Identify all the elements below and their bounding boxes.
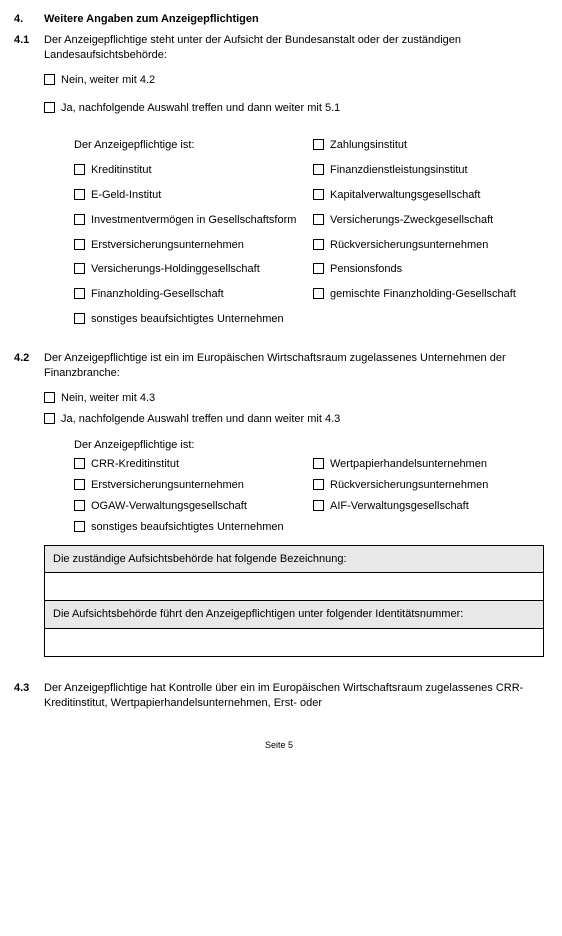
opt-41-g: Versicherungs-Zweckgesellschaft bbox=[313, 213, 544, 228]
checkbox-42-c[interactable] bbox=[74, 479, 85, 490]
opt-41-a: Zahlungsinstitut bbox=[313, 138, 544, 153]
opt-41-m: gemischte Finanzholding-Gesellschaft bbox=[313, 287, 544, 302]
authority-table: Die zuständige Aufsichtsbehörde hat folg… bbox=[44, 545, 544, 657]
opt-41-d: E-Geld-Institut bbox=[74, 188, 305, 203]
section-4-header: 4. Weitere Angaben zum Anzeigepflichtige… bbox=[14, 12, 544, 33]
checkbox-42-b[interactable] bbox=[313, 458, 324, 469]
label-42-c: Erstversicherungsunternehmen bbox=[91, 478, 244, 493]
label-42-no: Nein, weiter mit 4.3 bbox=[61, 391, 544, 406]
section-4-1: 4.1 Der Anzeigepflichtige steht unter de… bbox=[14, 33, 544, 327]
authority-name-input[interactable] bbox=[45, 573, 543, 601]
label-41-k: Pensionsfonds bbox=[330, 262, 402, 277]
section-4-2-text: Der Anzeigepflichtige ist ein im Europäi… bbox=[44, 351, 544, 381]
label-42-g: sonstiges beaufsichtigtes Unternehmen bbox=[91, 520, 284, 535]
section-4-2: 4.2 Der Anzeigepflichtige ist ein im Eur… bbox=[14, 351, 544, 657]
cb-41-yes: Ja, nachfolgende Auswahl treffen und dan… bbox=[44, 101, 544, 116]
checkbox-41-g[interactable] bbox=[313, 214, 324, 225]
checkbox-41-f[interactable] bbox=[74, 214, 85, 225]
opt-41-l: Finanzholding-Gesellschaft bbox=[74, 287, 305, 302]
label-41-no: Nein, weiter mit 4.2 bbox=[61, 73, 544, 88]
opt-42-a: CRR-Kreditinstitut bbox=[74, 457, 305, 472]
cb-42-yes: Ja, nachfolgende Auswahl treffen und dan… bbox=[44, 412, 544, 427]
checkbox-41-c[interactable] bbox=[313, 164, 324, 175]
section-4-1-text: Der Anzeigepflichtige steht unter der Au… bbox=[44, 33, 544, 63]
checkbox-41-n[interactable] bbox=[74, 313, 85, 324]
authority-id-input[interactable] bbox=[45, 629, 543, 656]
label-42-yes: Ja, nachfolgende Auswahl treffen und dan… bbox=[61, 412, 544, 427]
checkbox-41-no[interactable] bbox=[44, 74, 55, 85]
checkbox-41-i[interactable] bbox=[313, 239, 324, 250]
section-4-2-number: 4.2 bbox=[14, 351, 44, 366]
authority-id-label: Die Aufsichtsbehörde führt den Anzeigepf… bbox=[45, 601, 543, 629]
options-42-grid: CRR-Kreditinstitut Wertpapierhandelsunte… bbox=[44, 457, 544, 534]
label-41-i: Rückversicherungsunternehmen bbox=[330, 238, 488, 253]
checkbox-41-a[interactable] bbox=[313, 139, 324, 150]
opt-41-n: sonstiges beaufsichtigtes Unternehmen bbox=[74, 312, 305, 327]
label-41-n: sonstiges beaufsichtigtes Unternehmen bbox=[91, 312, 284, 327]
opt-41-b: Kreditinstitut bbox=[74, 163, 305, 178]
checkbox-41-h[interactable] bbox=[74, 239, 85, 250]
opt-41-e: Kapitalverwaltungsgesellschaft bbox=[313, 188, 544, 203]
opt-41-f: Investmentvermögen in Gesellschaftsform bbox=[74, 213, 305, 228]
cb-41-no: Nein, weiter mit 4.2 bbox=[44, 73, 544, 88]
opt-42-b: Wertpapierhandelsunternehmen bbox=[313, 457, 544, 472]
lead-42: Der Anzeigepflichtige ist: bbox=[44, 438, 544, 453]
opt-41-k: Pensionsfonds bbox=[313, 262, 544, 277]
checkbox-41-b[interactable] bbox=[74, 164, 85, 175]
label-41-yes: Ja, nachfolgende Auswahl treffen und dan… bbox=[61, 101, 544, 116]
checkbox-41-j[interactable] bbox=[74, 263, 85, 274]
checkbox-42-a[interactable] bbox=[74, 458, 85, 469]
label-41-a: Zahlungsinstitut bbox=[330, 138, 407, 153]
section-4-number: 4. bbox=[14, 12, 44, 27]
checkbox-42-g[interactable] bbox=[74, 521, 85, 532]
opt-41-c: Finanzdienstleistungsinstitut bbox=[313, 163, 544, 178]
checkbox-41-k[interactable] bbox=[313, 263, 324, 274]
opt-42-d: Rückversicherungsunternehmen bbox=[313, 478, 544, 493]
label-41-f: Investmentvermögen in Gesellschaftsform bbox=[91, 213, 296, 228]
label-42-d: Rückversicherungsunternehmen bbox=[330, 478, 488, 493]
checkbox-41-e[interactable] bbox=[313, 189, 324, 200]
opt-42-f: AIF-Verwaltungsgesellschaft bbox=[313, 499, 544, 514]
cb-42-no: Nein, weiter mit 4.3 bbox=[44, 391, 544, 406]
checkbox-42-no[interactable] bbox=[44, 392, 55, 403]
label-42-b: Wertpapierhandelsunternehmen bbox=[330, 457, 487, 472]
label-41-d: E-Geld-Institut bbox=[91, 188, 161, 203]
checkbox-41-d[interactable] bbox=[74, 189, 85, 200]
label-41-e: Kapitalverwaltungsgesellschaft bbox=[330, 188, 480, 203]
section-4-1-number: 4.1 bbox=[14, 33, 44, 48]
checkbox-42-d[interactable] bbox=[313, 479, 324, 490]
opt-42-g: sonstiges beaufsichtigtes Unternehmen bbox=[74, 520, 305, 535]
lead-41: Der Anzeigepflichtige ist: bbox=[74, 138, 305, 153]
label-42-f: AIF-Verwaltungsgesellschaft bbox=[330, 499, 469, 514]
label-42-a: CRR-Kreditinstitut bbox=[91, 457, 179, 472]
label-41-g: Versicherungs-Zweckgesellschaft bbox=[330, 213, 493, 228]
checkbox-42-yes[interactable] bbox=[44, 413, 55, 424]
opt-41-j: Versicherungs-Holdinggesellschaft bbox=[74, 262, 305, 277]
opt-41-i: Rückversicherungsunternehmen bbox=[313, 238, 544, 253]
label-41-b: Kreditinstitut bbox=[91, 163, 152, 178]
checkbox-41-yes[interactable] bbox=[44, 102, 55, 113]
label-41-j: Versicherungs-Holdinggesellschaft bbox=[91, 262, 260, 277]
checkbox-42-f[interactable] bbox=[313, 500, 324, 511]
label-42-e: OGAW-Verwaltungsgesellschaft bbox=[91, 499, 247, 514]
page-number: Seite 5 bbox=[14, 739, 544, 751]
label-41-c: Finanzdienstleistungsinstitut bbox=[330, 163, 468, 178]
checkbox-41-m[interactable] bbox=[313, 288, 324, 299]
label-41-m: gemischte Finanzholding-Gesellschaft bbox=[330, 287, 516, 302]
checkbox-41-l[interactable] bbox=[74, 288, 85, 299]
section-4-3: 4.3 Der Anzeigepflichtige hat Kontrolle … bbox=[14, 681, 544, 711]
opt-41-h: Erstversicherungsunternehmen bbox=[74, 238, 305, 253]
opt-42-e: OGAW-Verwaltungsgesellschaft bbox=[74, 499, 305, 514]
section-4-title: Weitere Angaben zum Anzeigepflichtigen bbox=[44, 12, 544, 27]
options-41-grid: Der Anzeigepflichtige ist: Zahlungsinsti… bbox=[44, 138, 544, 327]
section-4-3-text: Der Anzeigepflichtige hat Kontrolle über… bbox=[44, 681, 544, 711]
checkbox-42-e[interactable] bbox=[74, 500, 85, 511]
opt-42-c: Erstversicherungsunternehmen bbox=[74, 478, 305, 493]
label-41-h: Erstversicherungsunternehmen bbox=[91, 238, 244, 253]
section-4-3-number: 4.3 bbox=[14, 681, 44, 696]
label-41-l: Finanzholding-Gesellschaft bbox=[91, 287, 224, 302]
authority-name-label: Die zuständige Aufsichtsbehörde hat folg… bbox=[45, 546, 543, 574]
